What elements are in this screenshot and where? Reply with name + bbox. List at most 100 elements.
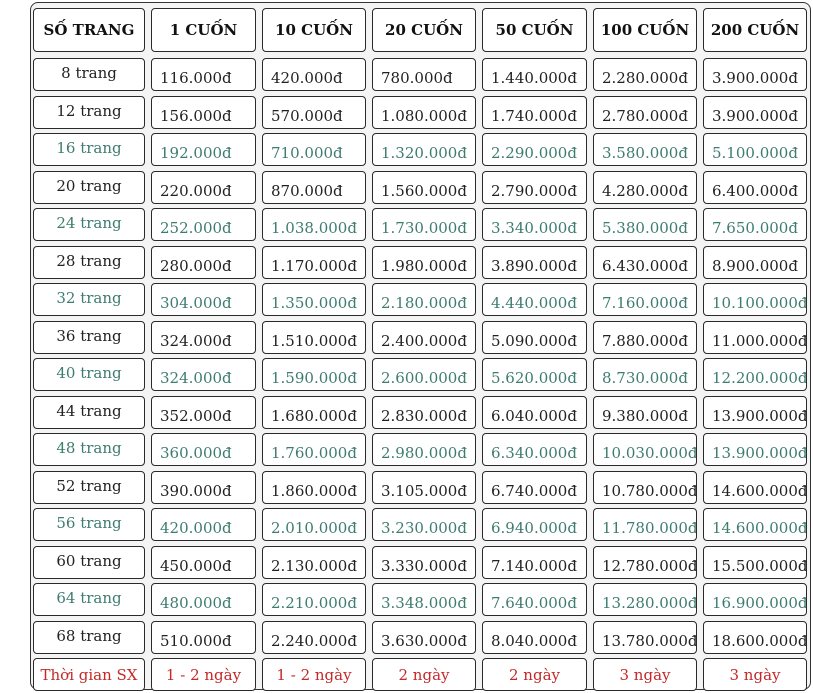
- price-cell: 4.280.000đ: [593, 171, 697, 204]
- price-cell: 11.780.000đ: [593, 508, 697, 541]
- price-cell: 710.000đ: [262, 133, 366, 166]
- price-cell: 3.340.000đ: [482, 208, 587, 241]
- price-cell: 2.210.000đ: [262, 583, 366, 616]
- header-qty-3: 20 CUỐN: [372, 8, 476, 52]
- price-cell: 5.100.000đ: [703, 133, 807, 166]
- page-count-cell: 40 trang: [33, 358, 145, 391]
- price-cell: 1.740.000đ: [482, 96, 587, 129]
- price-cell: 14.600.000đ: [703, 508, 807, 541]
- price-cell: 480.000đ: [151, 583, 256, 616]
- price-cell: 7.160.000đ: [593, 283, 697, 316]
- price-cell: 252.000đ: [151, 208, 256, 241]
- production-time-label: Thời gian SX: [33, 658, 145, 691]
- price-cell: 450.000đ: [151, 546, 256, 579]
- price-cell: 324.000đ: [151, 321, 256, 354]
- price-cell: 2.600.000đ: [372, 358, 476, 391]
- production-time-cell: 1 - 2 ngày: [151, 658, 256, 691]
- price-cell: 3.630.000đ: [372, 621, 476, 654]
- price-cell: 10.100.000đ: [703, 283, 807, 316]
- price-cell: 870.000đ: [262, 171, 366, 204]
- price-cell: 3.105.000đ: [372, 471, 476, 504]
- price-cell: 2.790.000đ: [482, 171, 587, 204]
- price-cell: 7.140.000đ: [482, 546, 587, 579]
- price-cell: 3.230.000đ: [372, 508, 476, 541]
- page-count-cell: 52 trang: [33, 471, 145, 504]
- price-cell: 304.000đ: [151, 283, 256, 316]
- price-cell: 3.580.000đ: [593, 133, 697, 166]
- price-cell: 5.620.000đ: [482, 358, 587, 391]
- price-cell: 13.900.000đ: [703, 396, 807, 429]
- page-count-cell: 56 trang: [33, 508, 145, 541]
- price-cell: 510.000đ: [151, 621, 256, 654]
- production-time-cell: 3 ngày: [593, 658, 697, 691]
- price-cell: 5.090.000đ: [482, 321, 587, 354]
- price-cell: 2.780.000đ: [593, 96, 697, 129]
- page-count-cell: 64 trang: [33, 583, 145, 616]
- header-qty-4: 50 CUỐN: [482, 8, 587, 52]
- price-cell: 14.600.000đ: [703, 471, 807, 504]
- price-cell: 1.980.000đ: [372, 246, 476, 279]
- price-cell: 13.780.000đ: [593, 621, 697, 654]
- price-cell: 6.940.000đ: [482, 508, 587, 541]
- price-cell: 3.900.000đ: [703, 58, 807, 91]
- price-cell: 390.000đ: [151, 471, 256, 504]
- price-cell: 13.280.000đ: [593, 583, 697, 616]
- page-count-cell: 28 trang: [33, 246, 145, 279]
- price-cell: 11.000.000đ: [703, 321, 807, 354]
- price-cell: 3.890.000đ: [482, 246, 587, 279]
- price-cell: 2.830.000đ: [372, 396, 476, 429]
- price-cell: 6.430.000đ: [593, 246, 697, 279]
- page-count-cell: 12 trang: [33, 96, 145, 129]
- production-time-cell: 2 ngày: [482, 658, 587, 691]
- price-cell: 13.900.000đ: [703, 433, 807, 466]
- price-cell: 2.010.000đ: [262, 508, 366, 541]
- page-count-cell: 32 trang: [33, 283, 145, 316]
- page-count-cell: 8 trang: [33, 58, 145, 91]
- price-cell: 1.860.000đ: [262, 471, 366, 504]
- price-cell: 156.000đ: [151, 96, 256, 129]
- price-cell: 9.380.000đ: [593, 396, 697, 429]
- price-cell: 6.340.000đ: [482, 433, 587, 466]
- price-cell: 10.030.000đ: [593, 433, 697, 466]
- price-cell: 3.900.000đ: [703, 96, 807, 129]
- price-cell: 1.760.000đ: [262, 433, 366, 466]
- price-cell: 324.000đ: [151, 358, 256, 391]
- price-cell: 1.510.000đ: [262, 321, 366, 354]
- price-cell: 1.440.000đ: [482, 58, 587, 91]
- price-cell: 352.000đ: [151, 396, 256, 429]
- page-count-cell: 60 trang: [33, 546, 145, 579]
- header-pages: SỐ TRANG: [33, 8, 145, 52]
- page-count-cell: 24 trang: [33, 208, 145, 241]
- price-cell: 6.040.000đ: [482, 396, 587, 429]
- price-cell: 280.000đ: [151, 246, 256, 279]
- price-cell: 5.380.000đ: [593, 208, 697, 241]
- header-qty-2: 10 CUỐN: [262, 8, 366, 52]
- header-qty-6: 200 CUỐN: [703, 8, 807, 52]
- price-cell: 7.880.000đ: [593, 321, 697, 354]
- price-cell: 420.000đ: [151, 508, 256, 541]
- price-cell: 7.640.000đ: [482, 583, 587, 616]
- price-cell: 7.650.000đ: [703, 208, 807, 241]
- page-count-cell: 48 trang: [33, 433, 145, 466]
- price-cell: 1.320.000đ: [372, 133, 476, 166]
- price-cell: 570.000đ: [262, 96, 366, 129]
- price-cell: 6.400.000đ: [703, 171, 807, 204]
- price-cell: 15.500.000đ: [703, 546, 807, 579]
- price-cell: 1.560.000đ: [372, 171, 476, 204]
- price-cell: 10.780.000đ: [593, 471, 697, 504]
- price-cell: 2.290.000đ: [482, 133, 587, 166]
- price-cell: 1.680.000đ: [262, 396, 366, 429]
- price-cell: 8.730.000đ: [593, 358, 697, 391]
- page-count-cell: 20 trang: [33, 171, 145, 204]
- price-cell: 16.900.000đ: [703, 583, 807, 616]
- price-cell: 220.000đ: [151, 171, 256, 204]
- price-cell: 420.000đ: [262, 58, 366, 91]
- price-cell: 2.400.000đ: [372, 321, 476, 354]
- price-cell: 18.600.000đ: [703, 621, 807, 654]
- price-cell: 3.330.000đ: [372, 546, 476, 579]
- price-cell: 1.350.000đ: [262, 283, 366, 316]
- price-cell: 360.000đ: [151, 433, 256, 466]
- price-cell: 1.170.000đ: [262, 246, 366, 279]
- price-cell: 6.740.000đ: [482, 471, 587, 504]
- price-cell: 1.590.000đ: [262, 358, 366, 391]
